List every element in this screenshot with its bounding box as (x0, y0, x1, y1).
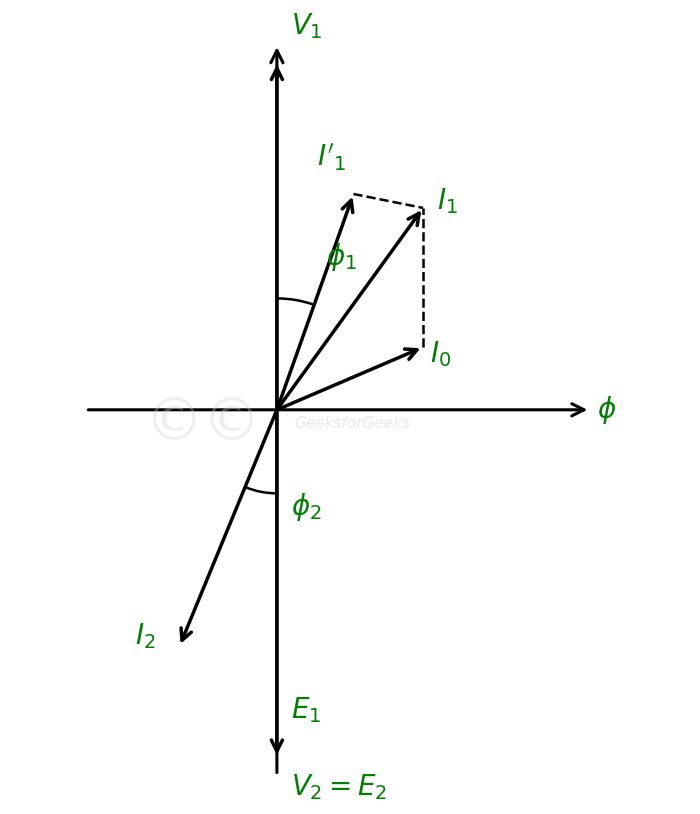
Text: $I_2$: $I_2$ (134, 621, 155, 651)
Text: $E_1$: $E_1$ (290, 695, 321, 725)
Text: $V_1$: $V_1$ (290, 11, 323, 41)
Text: ©©: ©© (145, 396, 262, 453)
Text: $I_1$: $I_1$ (437, 186, 458, 216)
Text: $\phi_1$: $\phi_1$ (326, 241, 356, 273)
Text: $I_0$: $I_0$ (430, 339, 452, 369)
Text: $V_2= E_2$: $V_2= E_2$ (290, 772, 387, 802)
Text: $I'_1$: $I'_1$ (317, 142, 346, 173)
Text: GeeksforGeeks: GeeksforGeeks (294, 416, 410, 431)
Text: $\phi_2$: $\phi_2$ (290, 492, 321, 523)
Text: $\phi$: $\phi$ (597, 394, 617, 426)
